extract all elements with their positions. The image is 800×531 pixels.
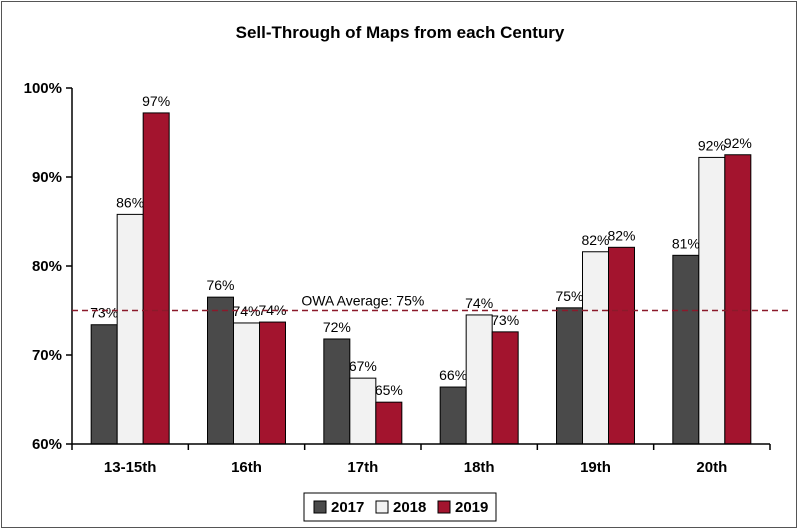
x-category-label: 17th xyxy=(347,459,378,476)
legend-label-2017: 2017 xyxy=(331,499,364,516)
data-label: 67% xyxy=(349,358,377,374)
data-label: 97% xyxy=(142,93,170,109)
bar-2019-20th xyxy=(724,154,752,445)
data-label: 92% xyxy=(698,137,726,153)
data-label: 82% xyxy=(607,227,635,243)
bar-2019-13-15th xyxy=(142,112,170,445)
bar-2018-13-15th xyxy=(116,213,144,445)
data-label: 73% xyxy=(491,312,519,328)
y-axis: 60% 70% 80% 90% 100% xyxy=(24,80,73,453)
data-label: 73% xyxy=(90,305,118,321)
legend-label-2019: 2019 xyxy=(455,499,488,516)
bar-2018-16th xyxy=(233,322,260,445)
x-category-label: 16th xyxy=(231,459,262,476)
bar-2017-20th xyxy=(672,254,700,445)
reference-line-group: OWA Average: 75% xyxy=(72,293,790,312)
y-tick-label: 80% xyxy=(32,258,62,275)
owa-average-label-bg xyxy=(296,293,429,309)
bar-2017-17th xyxy=(323,338,351,445)
data-label: 75% xyxy=(555,288,583,304)
data-label: 92% xyxy=(724,135,752,151)
x-category-label: 19th xyxy=(580,459,611,476)
chart-title: Sell-Through of Maps from each Century xyxy=(236,23,565,42)
bar-2019-16th xyxy=(259,321,286,445)
bar-2018-18th xyxy=(465,314,493,445)
bar-2018-20th xyxy=(698,156,726,445)
x-category-label: 13-15th xyxy=(104,459,157,476)
data-label: 82% xyxy=(581,232,609,248)
y-tick-label: 70% xyxy=(32,347,62,364)
bar-2019-17th xyxy=(375,401,403,445)
bar-2019-18th xyxy=(491,331,519,445)
data-label: 72% xyxy=(323,319,351,335)
bar-2017-19th xyxy=(556,307,583,445)
data-label: 74% xyxy=(465,295,493,311)
x-category-label: 18th xyxy=(464,459,495,476)
data-label: 86% xyxy=(116,194,144,210)
bar-2017-16th xyxy=(207,296,234,445)
legend: 2017 2018 2019 xyxy=(303,492,497,522)
data-label: 76% xyxy=(206,277,234,293)
legend-label-2018: 2018 xyxy=(393,499,426,516)
y-tick-label: 60% xyxy=(32,436,62,453)
data-label: 81% xyxy=(672,235,700,251)
y-tick-label: 100% xyxy=(24,80,62,97)
data-label: 66% xyxy=(439,367,467,383)
bar-2017-18th xyxy=(439,386,467,445)
x-category-label: 20th xyxy=(696,459,727,476)
legend-swatch-2017 xyxy=(313,500,327,514)
y-tick-label: 90% xyxy=(32,169,62,186)
bar-2017-13-15th xyxy=(90,324,118,445)
bars: 73%86%97%76%74%74%72%67%65%66%74%73%75%8… xyxy=(90,93,752,445)
data-label: 65% xyxy=(375,382,403,398)
legend-box xyxy=(303,492,497,522)
legend-swatch-2019 xyxy=(437,500,451,514)
bar-2018-17th xyxy=(349,377,377,445)
legend-swatch-2018 xyxy=(375,500,389,514)
bar-2018-19th xyxy=(582,251,609,445)
bar-2019-19th xyxy=(608,246,635,445)
owa-average-label: OWA Average: 75% xyxy=(301,293,424,309)
x-axis: 13-15th 16th 17th 18th 19th 20th xyxy=(71,443,771,476)
